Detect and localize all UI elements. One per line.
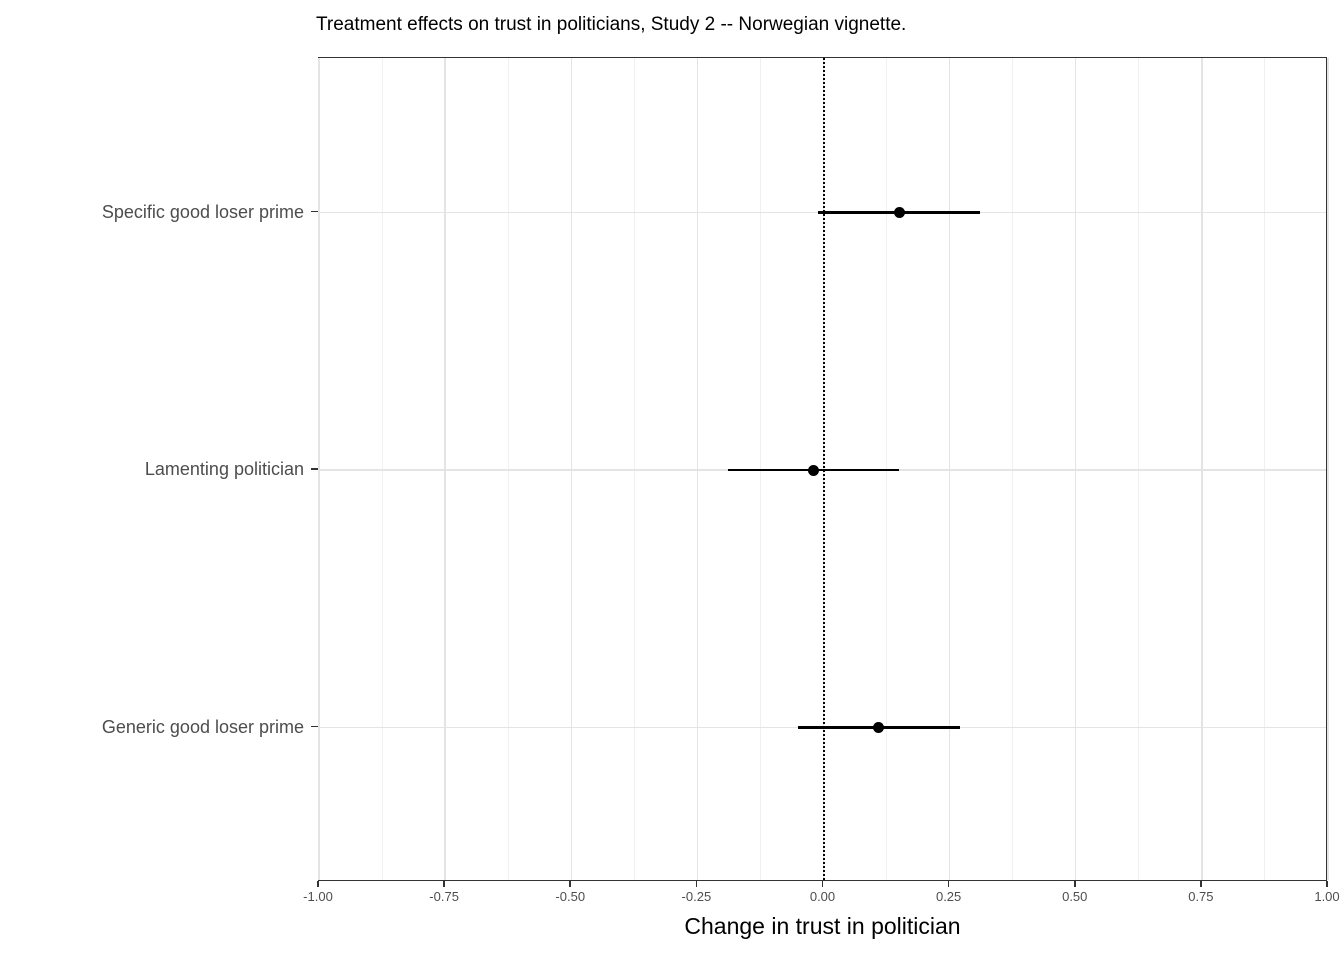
gridline-x-major [948,58,951,880]
x-axis-title: Change in trust in politician [684,913,961,939]
plot-title: Treatment effects on trust in politician… [316,14,907,35]
x-tick-label: -0.50 [555,889,586,904]
x-tick-label: 0.75 [1188,889,1214,904]
x-tick-mark [1200,881,1202,887]
y-tick-mark [311,468,318,470]
gridline-x-major [1201,58,1203,880]
gridline-x-major [318,58,320,880]
x-tick-label: -0.25 [681,889,712,904]
x-tick-label: -0.75 [429,889,459,904]
gridline-x-minor [507,58,509,880]
x-tick-label: 0.25 [935,889,962,904]
x-tick-mark [947,881,950,887]
point-estimate [807,464,819,476]
x-tick-mark [569,881,572,887]
gridline-x-major [1327,58,1329,880]
gridline-x-minor [381,58,383,880]
gridline-x-minor [1012,58,1014,880]
x-tick-mark [695,881,698,887]
gridline-x-major [1075,58,1077,880]
x-tick-mark [443,881,445,887]
x-tick-mark [821,881,824,887]
gridline-x-major [444,58,446,880]
x-tick-label: -1.00 [303,889,333,904]
y-axis-label: Generic good loser prime [101,716,304,737]
y-axis-label: Specific good loser prime [101,201,304,222]
gridline-x-major [696,58,699,880]
point-estimate [893,207,905,218]
gridline-x-minor [1264,58,1266,880]
gridline-x-major [570,58,572,880]
point-estimate [873,722,885,733]
gridline-x-minor [1138,58,1140,880]
gridline-x-minor [633,58,635,880]
plot-panel [318,57,1329,881]
x-tick-label: 0.00 [809,889,836,904]
y-tick-mark [311,210,318,213]
x-tick-mark [1073,881,1076,887]
x-tick-mark [317,881,319,887]
x-tick-label: 1.00 [1314,889,1340,904]
x-tick-mark [1326,881,1328,887]
y-tick-mark [311,725,318,728]
x-tick-label: 0.50 [1062,889,1088,904]
y-axis-label: Lamenting politician [144,459,304,479]
